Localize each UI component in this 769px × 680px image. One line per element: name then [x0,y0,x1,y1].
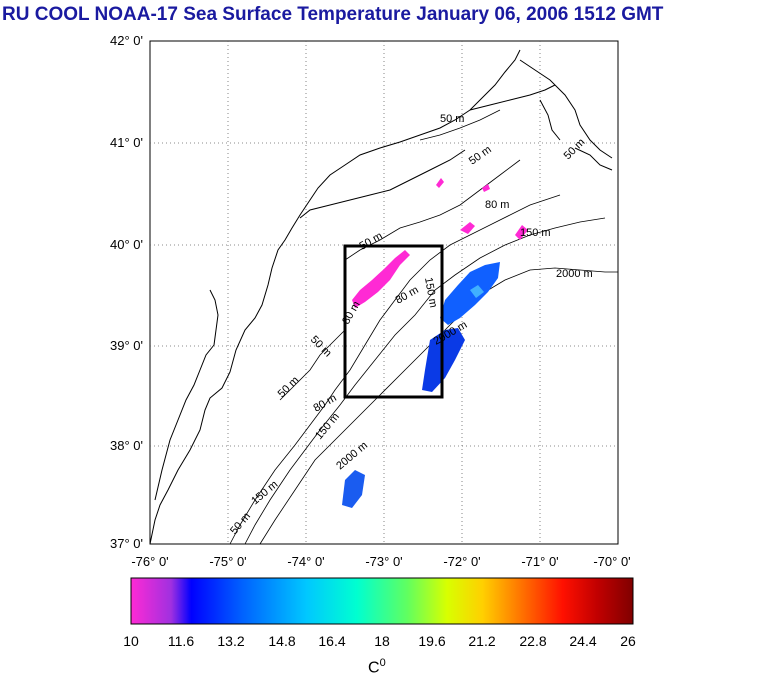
colorbar [130,577,634,625]
colorbar-tick: 16.4 [318,633,346,649]
contour-label: 50 m [440,113,464,125]
lon-label: -71° 0' [521,554,558,569]
colorbar-tick: 19.6 [418,633,446,649]
sst-patch-blue-1 [440,262,500,325]
lat-label: 40° 0' [110,237,143,252]
unit-text: C [368,659,380,677]
lat-label: 42° 0' [110,33,143,48]
colorbar-tick: 13.2 [217,633,245,649]
lon-label: -73° 0' [365,554,402,569]
sst-patch-magenta-1 [352,250,410,308]
colorbar-unit: C0 [368,657,386,677]
colorbar-tick: 11.6 [167,633,195,649]
lon-label: -76° 0' [131,554,168,569]
sst-patch-magenta-4 [436,178,444,188]
lat-label: 38° 0' [110,438,143,453]
sst-patch-blue-3 [342,470,365,508]
lon-label: -74° 0' [287,554,324,569]
map-frame [149,40,619,545]
contour-label: 2000 m [556,268,593,280]
lon-label: -70° 0' [593,554,630,569]
latitude-axis: 42° 0' 41° 0' 40° 0' 39° 0' 38° 0' 37° 0… [110,33,143,551]
sst-patch-magenta-3 [515,225,528,240]
contour-label: 80 m [485,199,509,211]
lon-label: -75° 0' [209,554,246,569]
colorbar-tick: 26 [620,633,636,649]
lat-label: 37° 0' [110,536,143,551]
contour-label: 150 m [520,227,551,239]
colorbar-tick: 22.8 [519,633,547,649]
map-title: RU COOL NOAA-17 Sea Surface Temperature … [2,4,664,25]
longitude-axis: -76° 0' -75° 0' -74° 0' -73° 0' -72° 0' … [131,554,630,569]
sst-patch-cyan [470,285,484,298]
lat-label: 39° 0' [110,338,143,353]
lat-label: 41° 0' [110,135,143,150]
colorbar-tick: 10 [123,633,139,649]
unit-superscript: 0 [379,657,386,669]
colorbar-tick: 14.8 [268,633,296,649]
sst-patch-magenta-5 [482,184,490,192]
contour-label: 150 m [422,276,439,308]
sst-patches [342,178,528,508]
sst-patch-magenta-2 [460,222,475,234]
colorbar-tick: 24.4 [569,633,597,649]
lon-label: -72° 0' [443,554,480,569]
study-area-box [343,244,444,399]
colorbar-tick: 21.2 [468,633,496,649]
colorbar-tick: 18 [374,633,390,649]
coastline [149,49,613,545]
